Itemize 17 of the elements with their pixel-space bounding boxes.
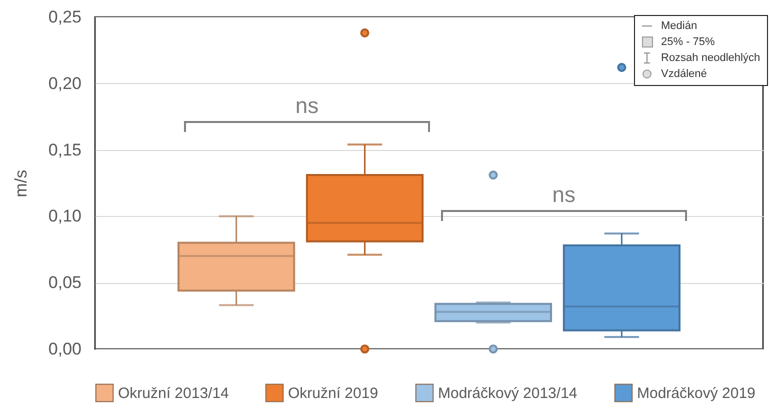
annotation: Rozsah neodlehlých	[661, 52, 760, 64]
y-tick-label: 0,00	[48, 340, 82, 358]
legend-label: Okružní 2019	[288, 384, 378, 402]
legend-label: Modráčkový 2019	[637, 384, 756, 402]
annotation: Vzdálené	[661, 68, 707, 80]
y-tick-label: 0,15	[48, 140, 82, 160]
annotation: Medián	[661, 20, 698, 32]
y-tick-label: 0,05	[48, 273, 82, 292]
legend-label: Modráčkový 2013/14	[438, 384, 578, 402]
y-tick-label: 0,10	[48, 206, 82, 226]
annotation: 25% - 75%	[661, 36, 715, 48]
annotation: ns	[295, 93, 319, 120]
y-tick-label: 0,25	[48, 8, 82, 26]
legend-label: Okružní 2013/14	[118, 384, 229, 402]
y-tick-label: 0,20	[48, 74, 82, 93]
y-axis-title: m/s	[11, 170, 30, 198]
annotation: ns	[552, 182, 576, 208]
